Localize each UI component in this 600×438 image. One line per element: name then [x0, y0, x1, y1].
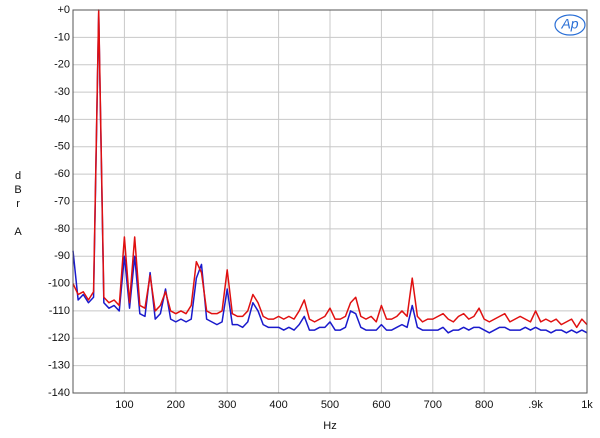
- x-tick-label: 600: [372, 399, 390, 411]
- y-tick-label: -50: [54, 141, 70, 153]
- y-tick-label: -140: [48, 387, 70, 399]
- x-tick-label: 200: [167, 399, 185, 411]
- y-tick-label: -40: [54, 113, 70, 125]
- y-tick-label: -10: [54, 31, 70, 43]
- y-tick-label: -90: [54, 250, 70, 262]
- x-tick-label: 100: [115, 399, 133, 411]
- x-tick-label: 700: [424, 399, 442, 411]
- y-tick-label: -130: [48, 360, 70, 372]
- y-tick-label: -100: [48, 277, 70, 289]
- x-tick-label: 1k: [581, 399, 593, 411]
- x-tick-label: 400: [269, 399, 287, 411]
- series-line: [72, 11, 588, 334]
- y-tick-label: -120: [48, 332, 70, 344]
- x-tick-label: 800: [475, 399, 493, 411]
- y-tick-label: -80: [54, 223, 70, 235]
- x-axis-label: Hz: [323, 420, 336, 432]
- x-tick-label: 300: [218, 399, 236, 411]
- x-tick-label: .9k: [528, 399, 543, 411]
- y-tick-label: -70: [54, 195, 70, 207]
- y-tick-label: -110: [49, 305, 70, 317]
- plot-border: [72, 9, 588, 394]
- y-axis-label: dBr A: [12, 170, 24, 240]
- y-tick-label: +0: [57, 4, 70, 16]
- y-tick-label: -20: [54, 59, 70, 71]
- series-line: [72, 9, 588, 329]
- logo-ring: [554, 14, 586, 36]
- y-tick-label: -60: [54, 168, 70, 180]
- x-tick-label: 500: [321, 399, 339, 411]
- logo: Ap: [560, 16, 578, 32]
- y-tick-label: -30: [54, 86, 70, 98]
